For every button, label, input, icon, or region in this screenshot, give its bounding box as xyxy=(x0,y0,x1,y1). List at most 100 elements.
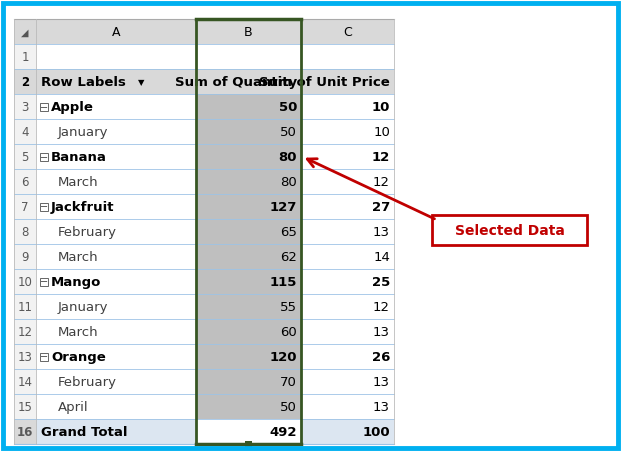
Text: Banana: Banana xyxy=(51,151,107,164)
Text: −: − xyxy=(40,152,48,162)
Text: 26: 26 xyxy=(371,350,390,363)
Text: March: March xyxy=(58,325,99,338)
Text: 13: 13 xyxy=(373,375,390,388)
Text: 7: 7 xyxy=(21,201,29,213)
Text: Grand Total: Grand Total xyxy=(41,425,128,438)
Text: 25: 25 xyxy=(372,276,390,288)
Bar xyxy=(36,70,196,95)
Text: 120: 120 xyxy=(269,350,297,363)
Text: −: − xyxy=(40,277,48,287)
Bar xyxy=(40,353,48,361)
Bar xyxy=(196,120,301,145)
Bar xyxy=(196,70,301,95)
Text: 12: 12 xyxy=(372,151,390,164)
Bar xyxy=(40,278,48,286)
Text: 10: 10 xyxy=(17,276,32,288)
Text: C: C xyxy=(343,26,352,39)
Bar xyxy=(36,319,196,344)
Text: 65: 65 xyxy=(280,226,297,239)
Text: 100: 100 xyxy=(363,425,390,438)
Bar xyxy=(14,70,36,95)
Bar xyxy=(14,95,36,120)
Bar xyxy=(301,70,394,95)
Text: March: March xyxy=(58,250,99,263)
Bar xyxy=(36,394,196,419)
Text: 13: 13 xyxy=(373,325,390,338)
Text: 14: 14 xyxy=(17,375,32,388)
Bar xyxy=(14,344,36,369)
Text: 1: 1 xyxy=(21,51,29,64)
Bar xyxy=(196,220,301,244)
Bar xyxy=(301,95,394,120)
Bar xyxy=(196,394,301,419)
Bar xyxy=(36,95,196,120)
Text: ▼: ▼ xyxy=(137,78,144,87)
Text: Sum of Quantity: Sum of Quantity xyxy=(175,76,297,89)
Bar xyxy=(301,20,394,45)
Text: 10: 10 xyxy=(373,126,390,139)
Bar xyxy=(196,45,301,70)
Bar xyxy=(40,203,48,211)
Bar xyxy=(14,394,36,419)
Bar xyxy=(36,45,196,70)
Bar xyxy=(196,244,301,269)
Bar xyxy=(36,220,196,244)
Bar xyxy=(196,319,301,344)
Bar xyxy=(301,344,394,369)
Bar xyxy=(14,220,36,244)
Bar xyxy=(36,419,196,444)
Bar xyxy=(36,369,196,394)
Bar xyxy=(36,20,196,45)
Bar xyxy=(14,295,36,319)
Bar xyxy=(14,45,36,70)
Text: 62: 62 xyxy=(280,250,297,263)
Text: February: February xyxy=(58,375,117,388)
Text: 50: 50 xyxy=(279,101,297,114)
Bar xyxy=(301,394,394,419)
Text: 27: 27 xyxy=(372,201,390,213)
Bar xyxy=(196,419,301,444)
Bar xyxy=(301,120,394,145)
Bar xyxy=(196,170,301,194)
Text: 9: 9 xyxy=(21,250,29,263)
Bar xyxy=(196,145,301,170)
Text: 5: 5 xyxy=(21,151,29,164)
Bar xyxy=(14,170,36,194)
Text: 60: 60 xyxy=(281,325,297,338)
Bar xyxy=(301,194,394,220)
Bar xyxy=(301,145,394,170)
Text: Row Labels: Row Labels xyxy=(41,76,126,89)
Text: Jackfruit: Jackfruit xyxy=(51,201,114,213)
Text: January: January xyxy=(58,126,108,139)
Bar xyxy=(196,20,301,45)
Bar xyxy=(40,153,48,161)
Text: 127: 127 xyxy=(269,201,297,213)
Text: February: February xyxy=(58,226,117,239)
Text: Orange: Orange xyxy=(51,350,106,363)
Text: −: − xyxy=(40,352,48,362)
Text: −: − xyxy=(40,102,48,112)
Bar xyxy=(36,120,196,145)
Bar xyxy=(36,244,196,269)
Text: 8: 8 xyxy=(21,226,29,239)
Bar xyxy=(36,344,196,369)
Bar xyxy=(301,170,394,194)
Text: 80: 80 xyxy=(281,175,297,189)
Text: 3: 3 xyxy=(21,101,29,114)
Bar xyxy=(36,295,196,319)
Bar xyxy=(14,369,36,394)
Text: March: March xyxy=(58,175,99,189)
Text: 70: 70 xyxy=(280,375,297,388)
Bar xyxy=(36,269,196,295)
Text: 12: 12 xyxy=(17,325,32,338)
Text: 4: 4 xyxy=(21,126,29,139)
Text: 115: 115 xyxy=(269,276,297,288)
Text: 2: 2 xyxy=(21,76,29,89)
Text: B: B xyxy=(244,26,253,39)
Text: 55: 55 xyxy=(280,300,297,313)
Text: 6: 6 xyxy=(21,175,29,189)
Text: 13: 13 xyxy=(17,350,32,363)
Bar xyxy=(432,216,587,245)
Text: 15: 15 xyxy=(17,400,32,413)
Text: 10: 10 xyxy=(371,101,390,114)
